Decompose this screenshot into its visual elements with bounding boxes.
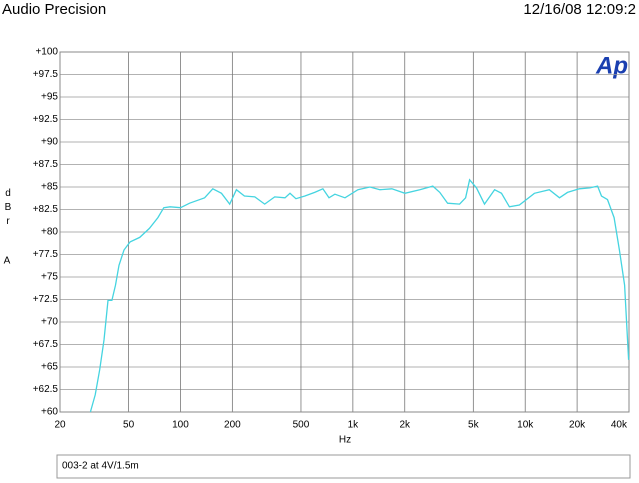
x-tick-label: 5k bbox=[468, 420, 480, 431]
y-tick-label: +100 bbox=[35, 47, 58, 58]
y-tick-label: +82.5 bbox=[33, 204, 59, 215]
y-axis-ref: A bbox=[4, 256, 11, 267]
y-tick-label: +80 bbox=[41, 227, 58, 238]
legend-box bbox=[56, 454, 631, 479]
y-tick-label: +95 bbox=[41, 92, 58, 103]
x-axis-label: Hz bbox=[339, 435, 351, 446]
x-tick-label: 40k bbox=[611, 420, 628, 431]
y-tick-label: +90 bbox=[41, 137, 58, 148]
y-tick-label: +77.5 bbox=[33, 249, 59, 260]
y-tick-label: +65 bbox=[41, 362, 58, 373]
x-tick-label: 50 bbox=[123, 420, 135, 431]
timestamp: 12/16/08 12:09:2 bbox=[523, 1, 636, 18]
x-tick-label: 100 bbox=[172, 420, 189, 431]
x-tick-label: 500 bbox=[293, 420, 310, 431]
x-tick-label: 2k bbox=[399, 420, 411, 431]
brand: Audio Precision bbox=[2, 1, 106, 18]
y-tick-label: +72.5 bbox=[33, 294, 59, 305]
logo: Ap bbox=[595, 52, 628, 79]
x-tick-label: 200 bbox=[224, 420, 241, 431]
y-tick-label: +60 bbox=[41, 407, 58, 418]
y-tick-label: +97.5 bbox=[33, 69, 59, 80]
x-tick-label: 10k bbox=[517, 420, 534, 431]
x-tick-label: 20 bbox=[54, 420, 66, 431]
y-tick-label: +85 bbox=[41, 182, 58, 193]
y-tick-label: +87.5 bbox=[33, 159, 59, 170]
y-tick-label: +70 bbox=[41, 317, 58, 328]
plot-frame bbox=[59, 51, 630, 413]
legend-label: 003-2 at 4V/1.5m bbox=[62, 461, 139, 472]
x-tick-label: 1k bbox=[348, 420, 360, 431]
y-tick-label: +62.5 bbox=[33, 384, 59, 395]
y-tick-label: +92.5 bbox=[33, 114, 59, 125]
y-axis-label: dBr bbox=[3, 188, 14, 230]
y-tick-label: +67.5 bbox=[33, 339, 59, 350]
x-tick-label: 20k bbox=[569, 420, 586, 431]
series-line bbox=[89, 178, 630, 413]
y-tick-label: +75 bbox=[41, 272, 58, 283]
